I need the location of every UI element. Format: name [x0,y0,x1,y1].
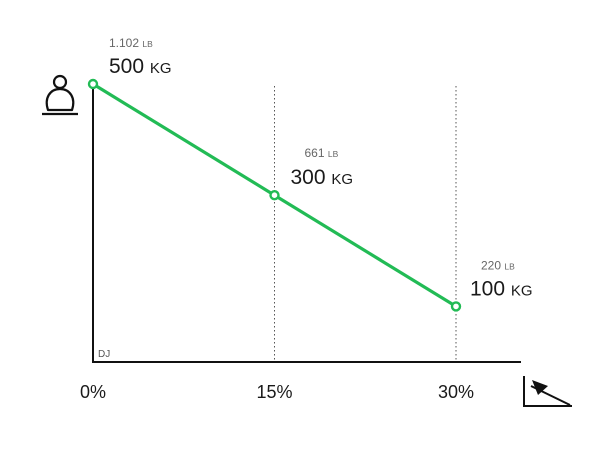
x-tick-labels: 0% 15% 30% [80,382,474,402]
x-tick-label: 15% [256,382,292,402]
lb-unit: LB [328,149,339,159]
kg-unit: KG [331,171,353,188]
weight-load-icon [42,74,78,116]
kg-unit: KG [511,282,533,299]
data-point [87,78,99,90]
lb-value: 220 [481,258,504,272]
lb-label: 220 LB [481,258,515,272]
kg-value: 100 [470,277,511,300]
lb-unit: LB [142,39,153,49]
kg-label: 500 KG [109,55,172,78]
lb-value: 661 [305,146,328,160]
lb-value: 1.102 [109,36,142,50]
x-tick-label: 0% [80,382,106,402]
kg-value: 500 [109,55,150,78]
data-point [450,301,462,312]
data-point [269,189,280,201]
slope-incline-icon [523,376,572,407]
kg-label: 100 KG [470,277,533,300]
data-points [87,78,462,312]
kg-value: 300 [291,166,332,189]
lb-unit: LB [504,261,515,271]
corner-label: DJ [98,349,110,360]
kg-unit: KG [150,60,172,77]
lb-label: 661 LB [305,146,339,160]
grid-lines [274,86,457,362]
lb-label: 1.102 LB [109,36,153,50]
kg-label: 300 KG [291,166,354,189]
x-tick-label: 30% [438,382,474,402]
